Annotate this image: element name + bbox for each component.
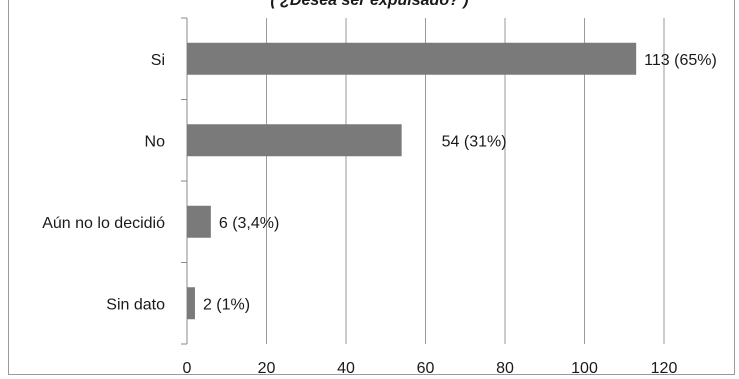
- y-axis: [181, 17, 188, 345]
- x-tick-label: 0: [183, 360, 192, 377]
- bar: [187, 287, 195, 320]
- category-label: Aún no lo decidió: [42, 215, 165, 232]
- x-tick-label: 20: [258, 360, 276, 377]
- chart-title: ( ¿Desea ser expulsado? ): [270, 0, 469, 9]
- category-label: Si: [151, 52, 165, 69]
- labels: 0 20 40 60 80 100 120 Si 113 (65%) No 54 (31%) Aún …: [42, 52, 717, 377]
- data-label: 6 (3,4%): [219, 215, 279, 232]
- bar: [187, 124, 402, 157]
- data-label: 113 (65%): [644, 52, 717, 69]
- x-tick-label: 120: [651, 360, 678, 377]
- category-label: Sin dato: [106, 296, 165, 313]
- category-label: No: [145, 133, 166, 150]
- bar: [187, 42, 637, 75]
- data-label: 2 (1%): [203, 296, 250, 313]
- x-tick-label: 80: [496, 360, 514, 377]
- x-tick-label: 40: [337, 360, 355, 377]
- bar: [187, 205, 211, 238]
- x-tick-label: 60: [417, 360, 435, 377]
- bars: [187, 42, 637, 320]
- x-tick-label: 100: [571, 360, 598, 377]
- data-label: 54 (31%): [442, 133, 507, 150]
- chart-frame: [8, 0, 735, 375]
